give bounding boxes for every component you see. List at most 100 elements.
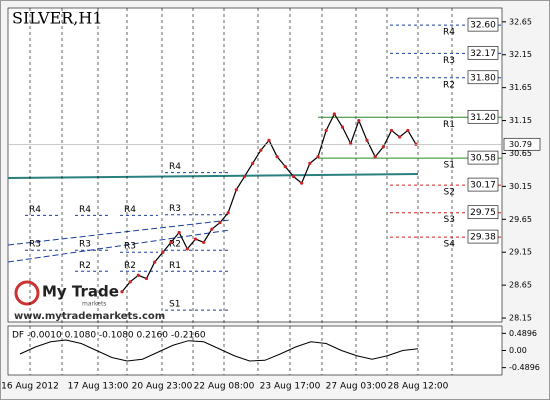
level-label: 29.75 (470, 208, 496, 218)
y-tick-label: 32.65 (509, 17, 532, 26)
price-point (202, 240, 206, 244)
y-tick-label: 31.15 (509, 116, 532, 125)
price-point (267, 138, 271, 142)
indicator-label: DF -0.0010 0.1080 -0.1080 0.2160 -0.2160 (12, 331, 206, 341)
price-point (349, 142, 353, 146)
price-point (128, 280, 132, 284)
y-tick-label: 32.15 (509, 50, 532, 59)
last-price-box (503, 137, 541, 151)
price-point (210, 227, 214, 231)
price-point (120, 290, 124, 294)
indicator-panel (7, 325, 503, 376)
x-tick-label: 23 Aug 17:00 (260, 382, 321, 392)
past-level-name: R4 (169, 162, 181, 172)
y-tick-label: 28.15 (509, 314, 532, 323)
logo-sub: markets (82, 301, 106, 308)
past-level-name: R1 (169, 261, 181, 271)
price-point (283, 165, 287, 169)
level-box (467, 229, 499, 244)
indicator-tick-label: -0.4896 (509, 363, 540, 372)
price-point (259, 148, 263, 152)
indicator-tick-label: 0.00 (509, 346, 527, 355)
x-tick-label: 16 Aug 2012 (1, 382, 59, 392)
past-level-name: R4 (79, 205, 91, 215)
price-point (226, 211, 230, 215)
level-name: S2 (444, 188, 455, 198)
level-box (467, 17, 499, 32)
price-point (242, 174, 247, 179)
price-point (373, 155, 377, 159)
level-label: 32.17 (470, 49, 496, 59)
level-label: 30.17 (470, 181, 496, 191)
y-tick-label: 31.65 (509, 83, 532, 92)
y-tick-label: 29.15 (509, 248, 532, 257)
chart-title: SILVER,H1 (12, 9, 103, 28)
price-point (324, 128, 328, 133)
level-name: R1 (443, 120, 455, 130)
level-name: S1 (444, 161, 455, 171)
price-point (398, 135, 402, 139)
price-point (153, 260, 157, 264)
price-point (193, 237, 198, 241)
y-tick-label: 30.65 (509, 149, 532, 158)
price-point (406, 128, 410, 133)
past-level-name: R4 (124, 205, 136, 215)
channel-line (7, 229, 231, 263)
main-panel (7, 7, 503, 323)
past-level-name: R2 (169, 240, 181, 250)
price-point (308, 161, 312, 165)
indicator-line (19, 339, 419, 362)
y-tick-label: 28.65 (509, 281, 532, 290)
level-box (467, 177, 499, 192)
price-point (161, 250, 165, 254)
level-box (467, 109, 499, 124)
price-point (316, 155, 320, 159)
price-point (144, 276, 149, 281)
channel-line (7, 219, 231, 246)
x-tick-label: 27 Aug 03:00 (326, 382, 387, 392)
price-point (365, 138, 369, 142)
logo-icon (14, 280, 40, 306)
level-box (467, 70, 499, 85)
price-point (340, 125, 345, 129)
price-point (389, 128, 394, 133)
price-point (357, 118, 361, 123)
level-name: R3 (443, 56, 455, 66)
level-name: R4 (443, 28, 455, 38)
level-box (467, 46, 499, 60)
past-level-name: R2 (79, 261, 91, 271)
level-label: 30.58 (470, 154, 496, 164)
last-price-label: 30.79 (509, 140, 532, 149)
price-point (218, 220, 222, 225)
level-label: 29.38 (470, 233, 496, 243)
x-tick-label: 17 Aug 13:00 (68, 382, 129, 392)
price-point (275, 155, 279, 159)
price-point (177, 230, 181, 235)
price-point (136, 273, 140, 277)
past-level-name: S1 (169, 300, 180, 310)
price-point (332, 112, 336, 116)
level-name: S3 (444, 215, 455, 225)
x-tick-label: 22 Aug 08:00 (194, 382, 255, 392)
level-label: 31.80 (470, 73, 496, 83)
past-level-name: R3 (79, 240, 91, 250)
price-point (300, 181, 304, 185)
level-name: S4 (444, 240, 456, 250)
level-label: 31.20 (470, 113, 496, 123)
logo-url: www.mytrademarkets.com (14, 311, 165, 322)
y-tick-label: 29.65 (509, 215, 532, 224)
trend-line (7, 173, 419, 179)
price-point (381, 145, 385, 149)
logo-name: My Trade (42, 283, 119, 301)
price-point (251, 161, 255, 165)
level-box (467, 205, 499, 220)
price-point (234, 188, 238, 192)
x-tick-label: 28 Aug 12:00 (388, 382, 449, 392)
past-level-name: R2 (124, 261, 136, 271)
past-level-name: R3 (169, 204, 181, 214)
logo: My Trade markets www.mytrademarkets.com (14, 280, 165, 322)
level-label: 32.60 (470, 21, 496, 31)
price-point (291, 174, 296, 179)
